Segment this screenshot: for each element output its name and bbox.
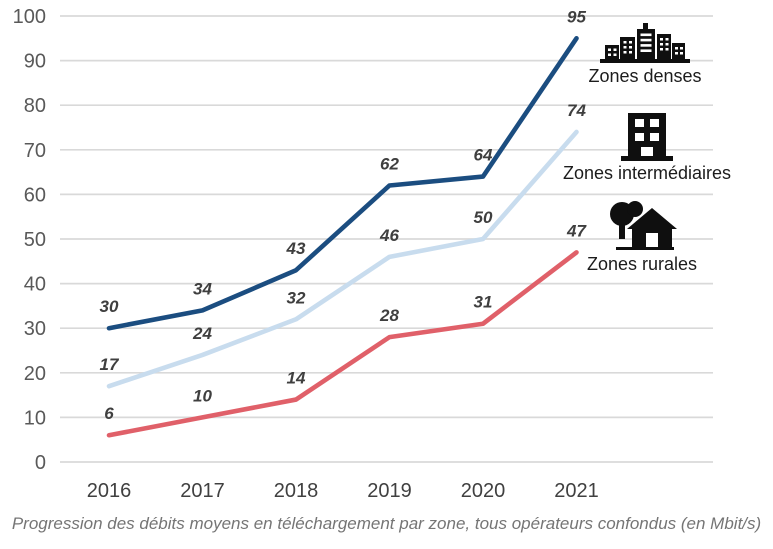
city-skyline-icon: [600, 23, 690, 63]
y-axis-tick-label: 10: [24, 407, 46, 429]
data-label: 74: [567, 101, 586, 120]
data-label: 17: [100, 355, 120, 374]
x-axis-tick-label: 2017: [180, 480, 225, 502]
legend-item-zones-intermediaires: Zones intermédiaires: [557, 113, 737, 183]
y-axis-tick-label: 60: [24, 184, 46, 206]
data-label: 95: [567, 7, 586, 26]
y-axis-tick-label: 0: [35, 452, 46, 474]
chart-caption: Progression des débits moyens en télécha…: [11, 514, 762, 533]
x-axis-tick-label: 2020: [461, 480, 506, 502]
y-axis-tick-label: 80: [24, 95, 46, 117]
data-label: 28: [379, 306, 399, 325]
x-axis-tick-label: 2019: [367, 480, 412, 502]
series-line-zones-interm-diaires: [106, 129, 579, 389]
y-axis-tick-label: 50: [24, 229, 46, 251]
office-building-icon: [621, 113, 673, 161]
data-label: 34: [193, 279, 212, 298]
data-label: 43: [286, 239, 306, 258]
legend-label-zones-denses: Zones denses: [588, 66, 702, 86]
y-axis-tick-label: 20: [24, 363, 46, 385]
y-axis-tick-label: 90: [24, 51, 46, 73]
data-label: 31: [474, 293, 493, 312]
data-label: 6: [104, 404, 114, 423]
x-axis-tick-label: 2018: [274, 480, 319, 502]
x-axis-tick-label: 2016: [87, 480, 132, 502]
house-and-tree-icon: [610, 201, 677, 250]
x-axis-tick-label: 2021: [554, 480, 599, 502]
data-label: 50: [474, 208, 493, 227]
data-label: 46: [379, 226, 399, 245]
series-line-zones-denses: [106, 35, 579, 331]
y-axis-tick-label: 40: [24, 274, 46, 296]
data-label: 24: [192, 324, 212, 343]
legend-item-zones-rurales: Zones rurales: [580, 200, 704, 274]
data-label: 10: [193, 386, 212, 405]
data-label: 14: [287, 369, 306, 388]
y-axis-tick-label: 30: [24, 318, 46, 340]
y-axis-tick-label: 70: [24, 140, 46, 162]
legend-label-zones-intermediaires: Zones intermédiaires: [562, 163, 732, 183]
legend-item-zones-denses: Zones denses: [583, 20, 707, 86]
y-axis-tick-label: 100: [13, 6, 46, 28]
legend-label-zones-rurales: Zones rurales: [586, 254, 698, 274]
data-label: 62: [380, 154, 399, 173]
series-line-zones-rurales: [106, 250, 579, 438]
data-label: 32: [287, 288, 306, 307]
data-label: 47: [566, 221, 587, 240]
data-label: 30: [100, 297, 119, 316]
data-label: 64: [474, 146, 493, 165]
